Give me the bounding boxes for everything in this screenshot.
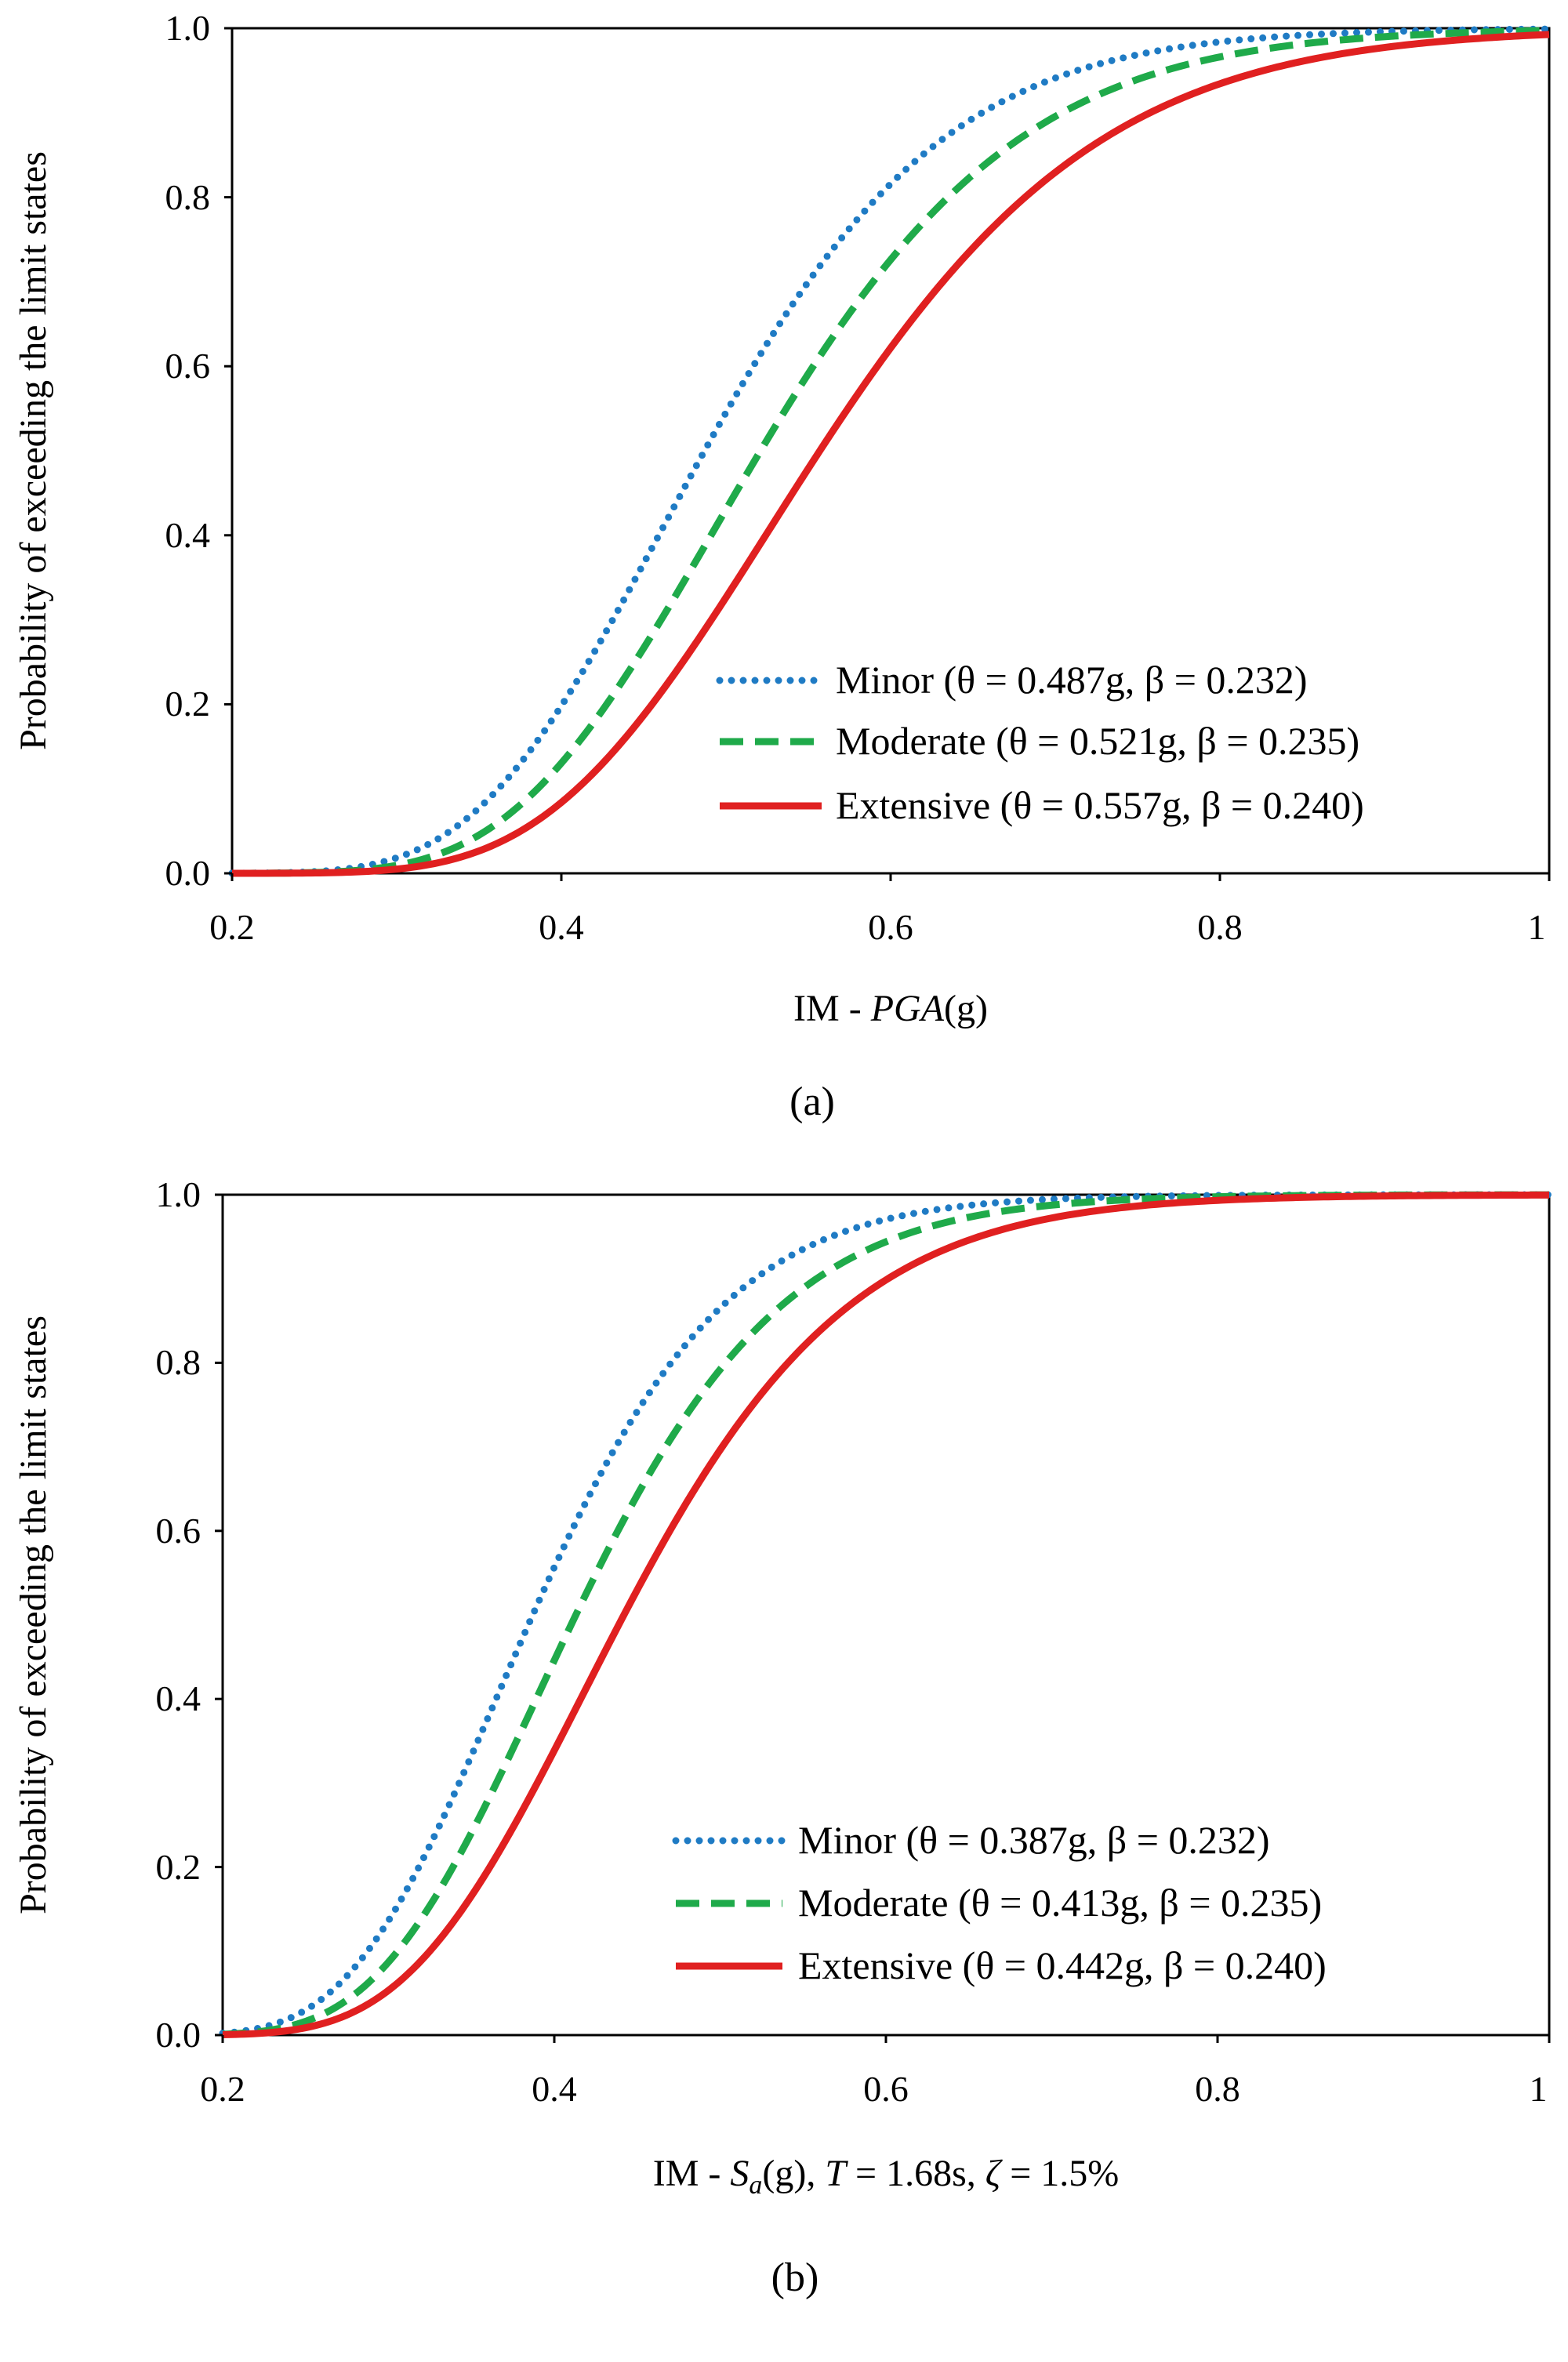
x-tick-label: 0.4	[539, 907, 584, 947]
panel-b: 0.0 0.2 0.4 0.6 0.8 1.0 0.2 0.4 0.6 0.8 …	[13, 1174, 1553, 2300]
legend-a: Minor (θ = 0.487g, β = 0.232) Moderate (…	[716, 658, 1364, 827]
series-line-minor	[219, 1191, 1553, 2037]
series-line-extensive	[222, 1191, 1550, 2038]
caption-a: (a)	[789, 1079, 835, 1124]
x-axis-label-italic: S	[730, 2153, 749, 2194]
y-tick-label: 0.4	[156, 1678, 201, 1718]
x-axis-label-subscript: a	[749, 2171, 762, 2200]
legend-label-moderate: Moderate (θ = 0.413g, β = 0.235)	[798, 1881, 1322, 1925]
x-axis-label-prefix: IM -	[793, 988, 871, 1029]
curves-b	[219, 1191, 1553, 2038]
y-tick-label: 0.0	[156, 2015, 201, 2055]
x-tick-label: 0.8	[1195, 2069, 1240, 2109]
y-tick-label: 0.0	[165, 853, 211, 893]
panel-a: 0.0 0.2 0.4 0.6 0.8 1.0 0.2 0.4 0.6 0.8 …	[13, 8, 1553, 1124]
x-tick-label: 0.6	[863, 2069, 909, 2109]
y-axis-label-a: Probability of exceeding the limit state…	[13, 151, 54, 750]
legend-label-extensive: Extensive (θ = 0.442g, β = 0.240)	[798, 1943, 1327, 1987]
y-tick-label: 0.8	[165, 177, 211, 217]
caption-b: (b)	[771, 2255, 819, 2300]
x-tick-label: 1	[1528, 907, 1546, 947]
y-ticks-a: 0.0 0.2 0.4 0.6 0.8 1.0	[165, 8, 232, 893]
x-axis-label-units: (g),	[762, 2153, 825, 2194]
series-line-moderate	[231, 27, 1550, 877]
plot-area-b	[221, 1193, 1551, 2037]
x-axis-label-damping-symbol: ζ	[985, 2153, 1004, 2194]
x-axis-label-prefix: IM -	[653, 2153, 731, 2194]
x-axis-label-a: IM - PGA(g)	[793, 988, 988, 1029]
y-tick-label: 0.2	[156, 1847, 201, 1887]
series-line-extensive	[232, 31, 1550, 877]
y-ticks-b: 0.0 0.2 0.4 0.6 0.8 1.0	[156, 1174, 223, 2055]
x-axis-label-suffix: (g)	[944, 988, 988, 1029]
y-tick-label: 0.8	[156, 1342, 201, 1382]
y-tick-label: 0.2	[165, 684, 211, 724]
plot-area-a	[230, 27, 1551, 875]
x-ticks-a: 0.2 0.4 0.6 0.8 1	[209, 873, 1551, 947]
y-axis-label-b: Probability of exceeding the limit state…	[13, 1315, 54, 1914]
x-axis-label-b: IM - Sa(g), T = 1.68s, ζ = 1.5%	[653, 2153, 1120, 2200]
x-ticks-b: 0.2 0.4 0.6 0.8 1	[200, 2035, 1551, 2109]
x-tick-label: 0.4	[532, 2069, 577, 2109]
y-tick-label: 1.0	[165, 8, 211, 48]
legend-label-moderate: Moderate (θ = 0.521g, β = 0.235)	[836, 719, 1359, 763]
x-axis-label-period-symbol: T	[825, 2153, 848, 2194]
x-tick-label: 0.2	[209, 907, 255, 947]
y-tick-label: 0.6	[156, 1511, 201, 1551]
x-tick-label: 1	[1530, 2069, 1548, 2109]
x-tick-label: 0.2	[200, 2069, 245, 2109]
legend-label-minor: Minor (θ = 0.387g, β = 0.232)	[798, 1818, 1270, 1862]
y-tick-label: 0.6	[165, 346, 211, 386]
x-tick-label: 0.6	[868, 907, 913, 947]
y-tick-label: 1.0	[156, 1174, 201, 1214]
series-line-minor	[228, 25, 1553, 877]
legend-label-minor: Minor (θ = 0.487g, β = 0.232)	[836, 658, 1308, 702]
y-tick-label: 0.4	[165, 515, 211, 555]
curves-a	[228, 25, 1553, 877]
x-axis-label-period-value: = 1.68s,	[846, 2153, 985, 2194]
x-tick-label: 0.8	[1197, 907, 1243, 947]
legend-b: Minor (θ = 0.387g, β = 0.232) Moderate (…	[672, 1818, 1327, 1987]
x-axis-label-damping-value: = 1.5%	[1000, 2153, 1119, 2194]
legend-label-extensive: Extensive (θ = 0.557g, β = 0.240)	[836, 783, 1364, 827]
x-axis-label-italic: PGA	[870, 988, 945, 1029]
